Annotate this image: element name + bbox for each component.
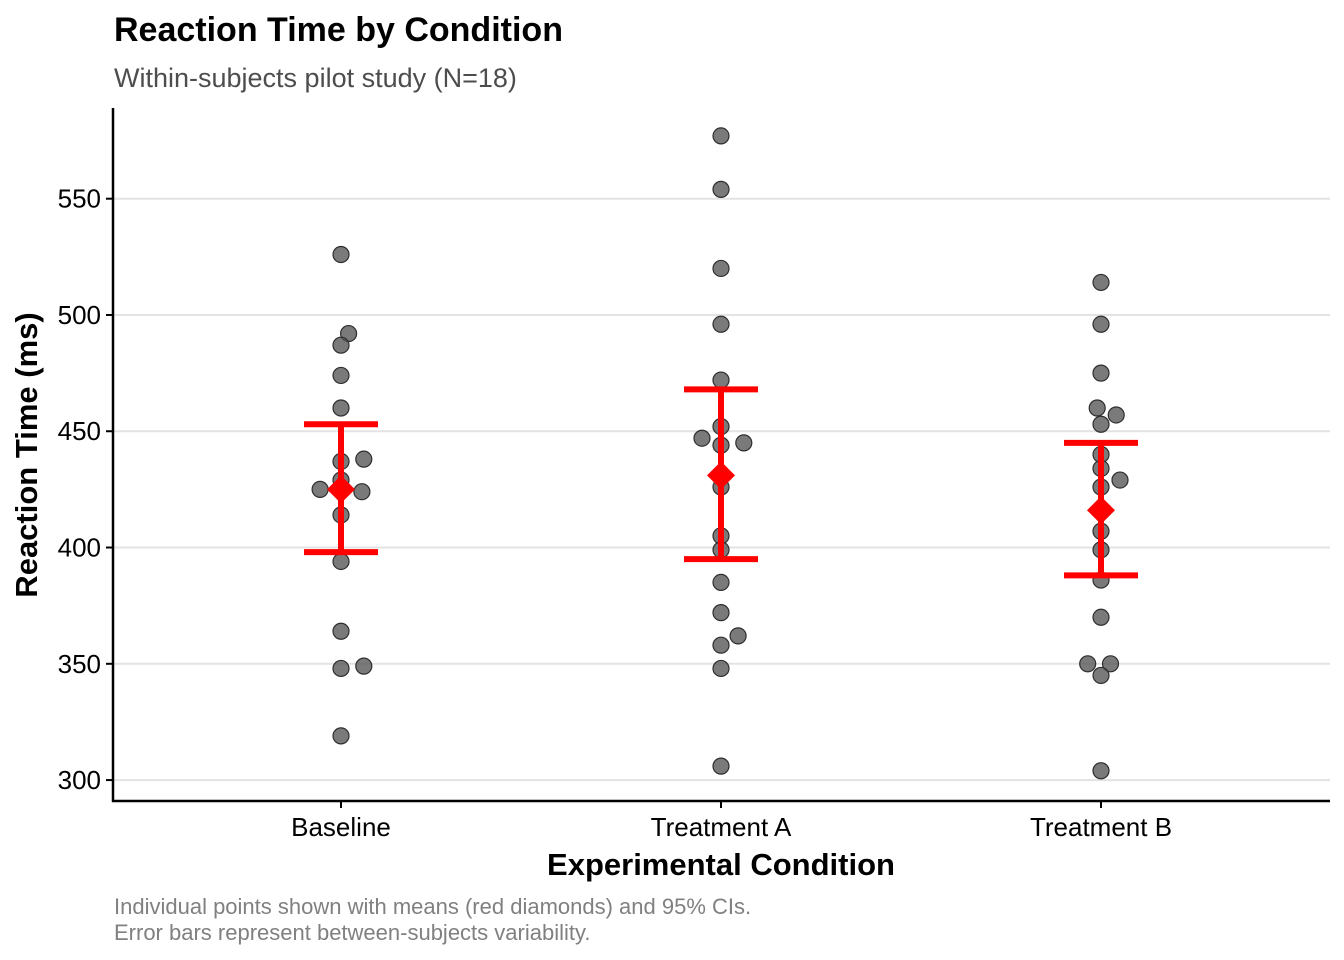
data-point-treatment-b-2 [1092,315,1110,333]
mean-diamond-treatment-a [707,461,735,490]
caption-line-1: Individual points shown with means (red … [114,894,751,919]
y-axis-title: Reaction Time (ms) [9,312,44,597]
data-point-treatment-b-4 [1088,399,1106,417]
data-point-treatment-a-8 [735,434,753,452]
data-point-baseline-5 [332,399,350,417]
data-point-treatment-a-14 [712,604,730,622]
data-point-baseline-3 [332,336,350,354]
data-point-treatment-b-9 [1111,471,1129,489]
mean-diamond-baseline [327,475,355,504]
data-point-baseline-12 [332,552,350,571]
mean-diamond-treatment-b [1087,496,1115,525]
data-point-baseline-4 [332,366,350,385]
chart-title: Reaction Time by Condition [114,11,563,49]
data-point-treatment-a-16 [712,636,730,654]
x-axis-title: Experimental Condition [547,847,895,882]
y-tick-label-350: 350 [58,649,101,679]
data-point-treatment-a-7 [693,429,711,447]
data-point-baseline-15 [332,659,350,678]
data-point-treatment-b-17 [1092,666,1110,685]
summary-layer [304,386,1138,579]
data-point-treatment-a-17 [712,659,730,678]
data-point-treatment-a-18 [712,757,730,775]
data-point-treatment-a-15 [729,627,747,645]
data-point-baseline-16 [332,727,350,745]
y-tick-label-500: 500 [58,300,101,330]
y-tick-label-450: 450 [58,416,101,446]
data-point-treatment-b-14 [1092,608,1110,626]
caption-line-2: Error bars represent between-subjects va… [114,920,590,945]
data-point-baseline-13 [332,622,350,640]
x-tick-label-baseline: Baseline [291,812,391,842]
chart-subtitle: Within-subjects pilot study (N=18) [114,63,517,93]
y-axis-ticks: 300 350 400 450 500 550 [58,184,113,795]
data-point-treatment-a-13 [712,573,730,592]
data-point-treatment-b-15 [1079,655,1097,673]
data-point-baseline-9 [311,480,329,498]
x-tick-label-treatment-b: Treatment B [1030,812,1172,842]
x-axis-ticks: Baseline Treatment A Treatment B [291,801,1172,842]
data-point-treatment-a-4 [712,315,730,333]
data-point-treatment-a-1 [712,127,730,145]
data-point-baseline-10 [353,483,371,501]
y-tick-label-550: 550 [58,184,101,214]
y-tick-label-400: 400 [58,533,101,563]
data-point-treatment-b-16 [1101,655,1120,673]
x-tick-label-treatment-a: Treatment A [651,812,792,842]
data-point-treatment-a-2 [712,180,730,198]
y-tick-label-300: 300 [58,765,101,795]
data-point-treatment-a-3 [712,259,730,278]
data-points [311,127,1129,780]
data-point-treatment-b-1 [1092,273,1110,292]
data-point-treatment-b-18 [1092,762,1110,780]
data-point-baseline-6 [355,450,373,468]
data-point-baseline-1 [332,245,350,264]
data-point-treatment-a-5 [712,371,730,389]
data-point-treatment-b-6 [1092,415,1110,433]
data-point-treatment-b-5 [1107,406,1125,424]
data-point-treatment-b-3 [1092,364,1110,382]
data-point-baseline-14 [355,657,373,675]
